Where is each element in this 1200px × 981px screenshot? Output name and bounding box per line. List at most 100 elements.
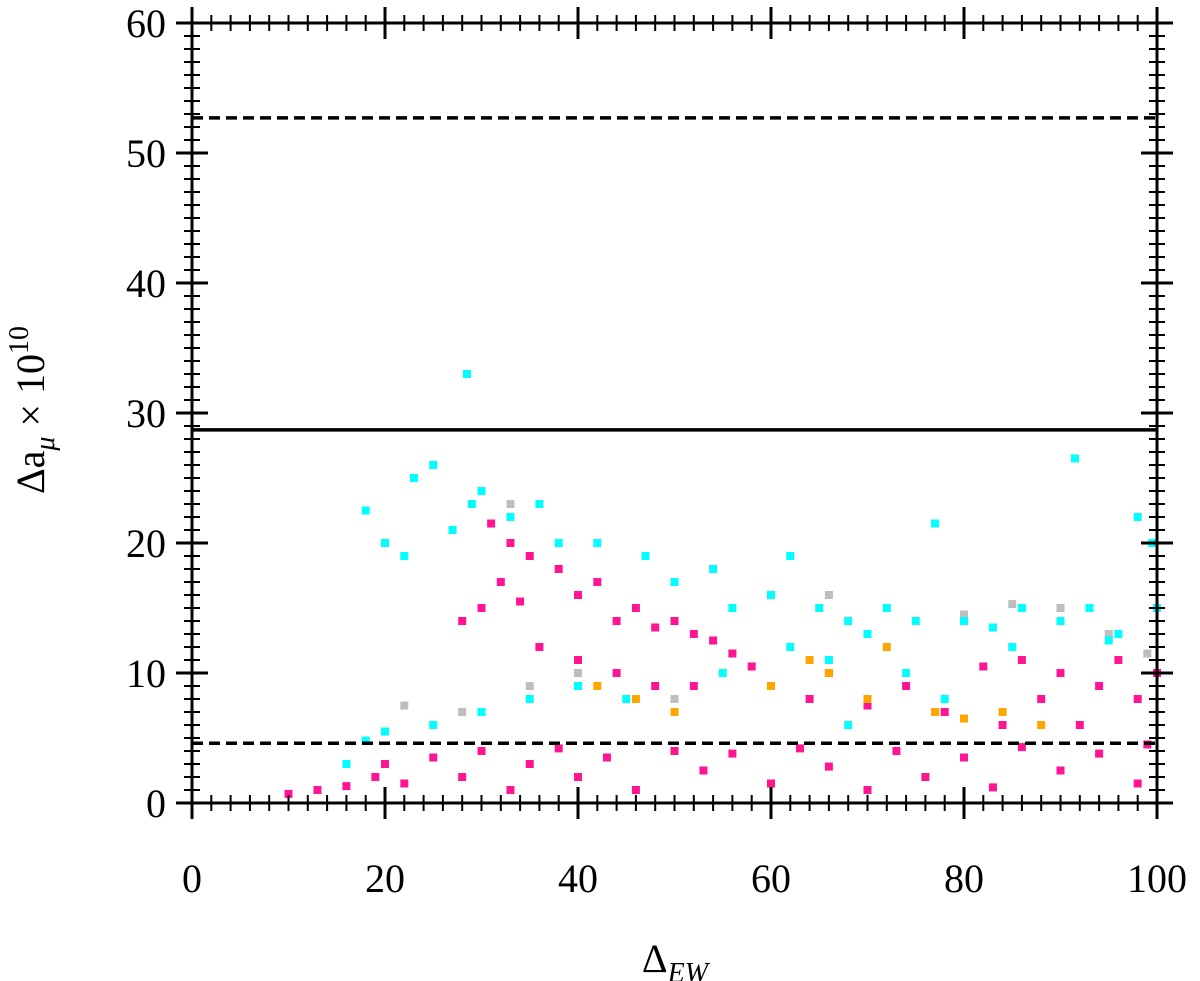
point — [670, 708, 679, 716]
point — [593, 682, 602, 690]
point — [409, 474, 418, 482]
point — [931, 519, 940, 528]
point — [1017, 604, 1026, 612]
point — [844, 617, 853, 625]
point — [1056, 766, 1065, 775]
point — [1017, 656, 1026, 664]
point — [506, 539, 515, 547]
point — [1056, 669, 1065, 677]
point — [728, 649, 737, 658]
point — [554, 539, 563, 547]
point — [882, 643, 891, 651]
point — [651, 682, 660, 690]
point — [429, 753, 438, 762]
point — [506, 513, 515, 521]
point — [902, 669, 911, 677]
point — [574, 656, 582, 664]
point — [371, 773, 380, 781]
y-label-sub: μ — [30, 437, 61, 452]
x-tick-label: 0 — [182, 856, 202, 901]
point — [670, 747, 679, 755]
y-tick-label: 40 — [126, 261, 166, 306]
point — [506, 500, 515, 508]
point — [960, 610, 968, 619]
point — [670, 617, 679, 625]
point — [400, 779, 409, 788]
y-tick-label: 0 — [146, 781, 166, 826]
point — [574, 669, 582, 677]
point — [767, 779, 775, 788]
point — [602, 753, 611, 762]
point — [535, 500, 544, 508]
point — [824, 591, 833, 599]
point — [554, 565, 563, 573]
point — [516, 597, 525, 606]
point — [921, 773, 930, 781]
point — [844, 721, 853, 729]
point — [824, 656, 833, 664]
point — [1133, 779, 1142, 788]
point — [458, 773, 467, 781]
point — [1070, 454, 1079, 463]
point — [554, 744, 563, 753]
point — [631, 695, 640, 703]
point — [1114, 656, 1123, 664]
x-label-sub: EW — [667, 958, 711, 981]
point — [631, 786, 640, 794]
point — [381, 760, 389, 768]
point — [699, 766, 708, 775]
point — [525, 760, 534, 768]
point — [709, 565, 718, 573]
point — [467, 500, 476, 508]
point — [574, 682, 582, 690]
point — [960, 617, 968, 625]
point — [477, 747, 486, 755]
point — [525, 695, 534, 703]
x-axis-label: ΔEW — [642, 936, 711, 981]
point — [1056, 617, 1065, 625]
point — [815, 604, 824, 612]
point — [988, 783, 997, 792]
point — [863, 786, 872, 794]
point — [1095, 682, 1104, 690]
point — [960, 753, 968, 762]
point — [593, 578, 602, 586]
point — [506, 786, 515, 794]
point — [728, 749, 737, 758]
point — [1133, 695, 1142, 703]
x-tick-label: 40 — [558, 856, 598, 901]
x-tick-label: 100 — [1127, 856, 1187, 901]
point — [689, 682, 698, 690]
y-tick-label: 50 — [126, 131, 166, 176]
point — [429, 721, 438, 729]
y-tick-label: 30 — [126, 391, 166, 436]
point — [651, 623, 660, 632]
point — [622, 695, 631, 703]
point — [1008, 643, 1017, 651]
point — [863, 701, 872, 710]
point — [670, 578, 679, 586]
point — [381, 727, 389, 736]
point — [525, 552, 534, 560]
point — [477, 604, 486, 612]
point — [1017, 743, 1026, 752]
point — [463, 370, 472, 378]
point — [361, 736, 370, 745]
point — [487, 519, 496, 528]
point — [670, 695, 679, 703]
point — [496, 578, 505, 586]
point — [863, 695, 872, 703]
point — [1075, 721, 1084, 729]
point — [429, 461, 438, 469]
point — [342, 760, 351, 768]
point — [795, 744, 804, 753]
point — [960, 714, 968, 723]
point — [689, 630, 698, 638]
x-tick-label: 20 — [365, 856, 405, 901]
point — [612, 669, 621, 677]
point — [902, 682, 911, 690]
point — [1104, 630, 1113, 638]
point — [448, 526, 457, 534]
point — [1114, 630, 1123, 638]
point — [477, 487, 486, 495]
